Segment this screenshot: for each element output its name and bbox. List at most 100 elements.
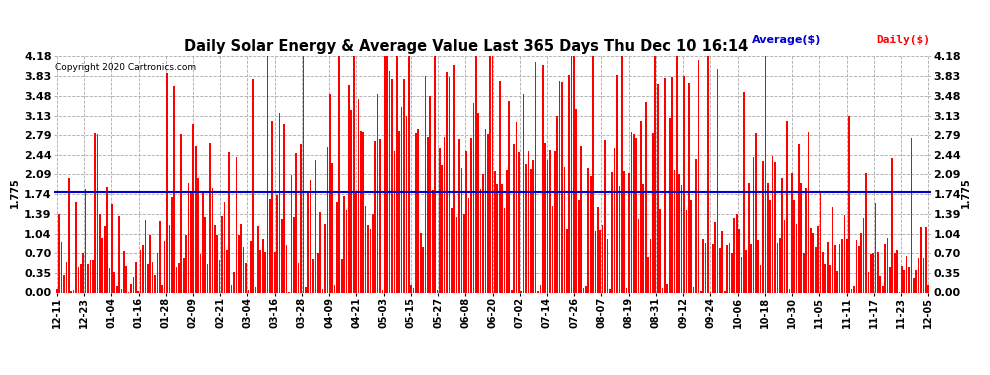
Bar [427, 138, 429, 292]
Bar [664, 78, 665, 292]
Bar [558, 81, 560, 292]
Bar [705, 243, 707, 292]
Bar [238, 235, 240, 292]
Bar [271, 121, 273, 292]
Bar [727, 245, 728, 292]
Bar [257, 226, 258, 292]
Bar [283, 124, 285, 292]
Bar [362, 132, 364, 292]
Bar [224, 202, 226, 292]
Bar [585, 286, 587, 292]
Bar [303, 56, 304, 292]
Bar [346, 210, 347, 292]
Bar [781, 178, 783, 292]
Bar [786, 121, 788, 292]
Bar [652, 133, 653, 292]
Bar [372, 214, 373, 292]
Bar [381, 290, 383, 292]
Bar [741, 257, 742, 292]
Bar [133, 277, 135, 292]
Bar [281, 219, 283, 292]
Bar [556, 116, 558, 292]
Bar [168, 225, 170, 292]
Bar [415, 133, 417, 292]
Bar [607, 238, 608, 292]
Bar [793, 200, 795, 292]
Bar [654, 56, 656, 292]
Bar [513, 144, 515, 292]
Bar [360, 131, 361, 292]
Bar [638, 219, 640, 292]
Bar [339, 56, 341, 292]
Bar [896, 251, 898, 292]
Bar [595, 231, 596, 292]
Bar [673, 170, 675, 292]
Bar [246, 264, 247, 292]
Bar [114, 272, 115, 292]
Bar [925, 227, 927, 292]
Bar [619, 186, 621, 292]
Bar [329, 94, 331, 292]
Bar [511, 291, 513, 292]
Bar [860, 233, 862, 292]
Bar [698, 60, 699, 292]
Bar [776, 243, 778, 292]
Bar [389, 71, 390, 292]
Bar [70, 291, 72, 292]
Bar [717, 69, 719, 292]
Text: Copyright 2020 Cartronics.com: Copyright 2020 Cartronics.com [55, 63, 196, 72]
Bar [446, 72, 447, 292]
Bar [624, 171, 625, 292]
Bar [609, 289, 611, 292]
Bar [276, 195, 278, 292]
Bar [75, 202, 77, 292]
Bar [870, 254, 871, 292]
Bar [707, 56, 709, 292]
Bar [855, 240, 857, 292]
Bar [171, 196, 172, 292]
Bar [204, 217, 206, 292]
Bar [678, 174, 680, 292]
Bar [597, 207, 599, 292]
Bar [364, 206, 366, 292]
Bar [877, 252, 879, 292]
Bar [295, 153, 297, 292]
Bar [123, 251, 125, 292]
Bar [530, 169, 532, 292]
Bar [736, 214, 738, 292]
Bar [641, 122, 642, 292]
Bar [241, 224, 242, 292]
Bar [291, 175, 292, 292]
Bar [628, 172, 630, 292]
Bar [324, 224, 326, 292]
Bar [669, 118, 670, 292]
Bar [901, 266, 903, 292]
Bar [858, 246, 859, 292]
Bar [455, 217, 457, 292]
Bar [501, 184, 503, 292]
Bar [561, 82, 562, 292]
Bar [355, 192, 357, 292]
Bar [173, 86, 175, 292]
Bar [810, 228, 812, 292]
Bar [774, 162, 776, 292]
Bar [602, 225, 604, 292]
Bar [207, 264, 209, 292]
Bar [63, 275, 65, 292]
Bar [906, 256, 908, 292]
Bar [463, 214, 464, 292]
Bar [554, 151, 555, 292]
Bar [839, 244, 841, 292]
Bar [89, 260, 91, 292]
Bar [563, 166, 565, 292]
Bar [212, 188, 213, 292]
Bar [918, 258, 920, 292]
Bar [341, 259, 343, 292]
Bar [190, 193, 192, 292]
Bar [159, 221, 160, 292]
Bar [104, 225, 106, 292]
Bar [592, 56, 594, 292]
Bar [352, 56, 354, 292]
Bar [425, 76, 427, 292]
Bar [229, 152, 230, 292]
